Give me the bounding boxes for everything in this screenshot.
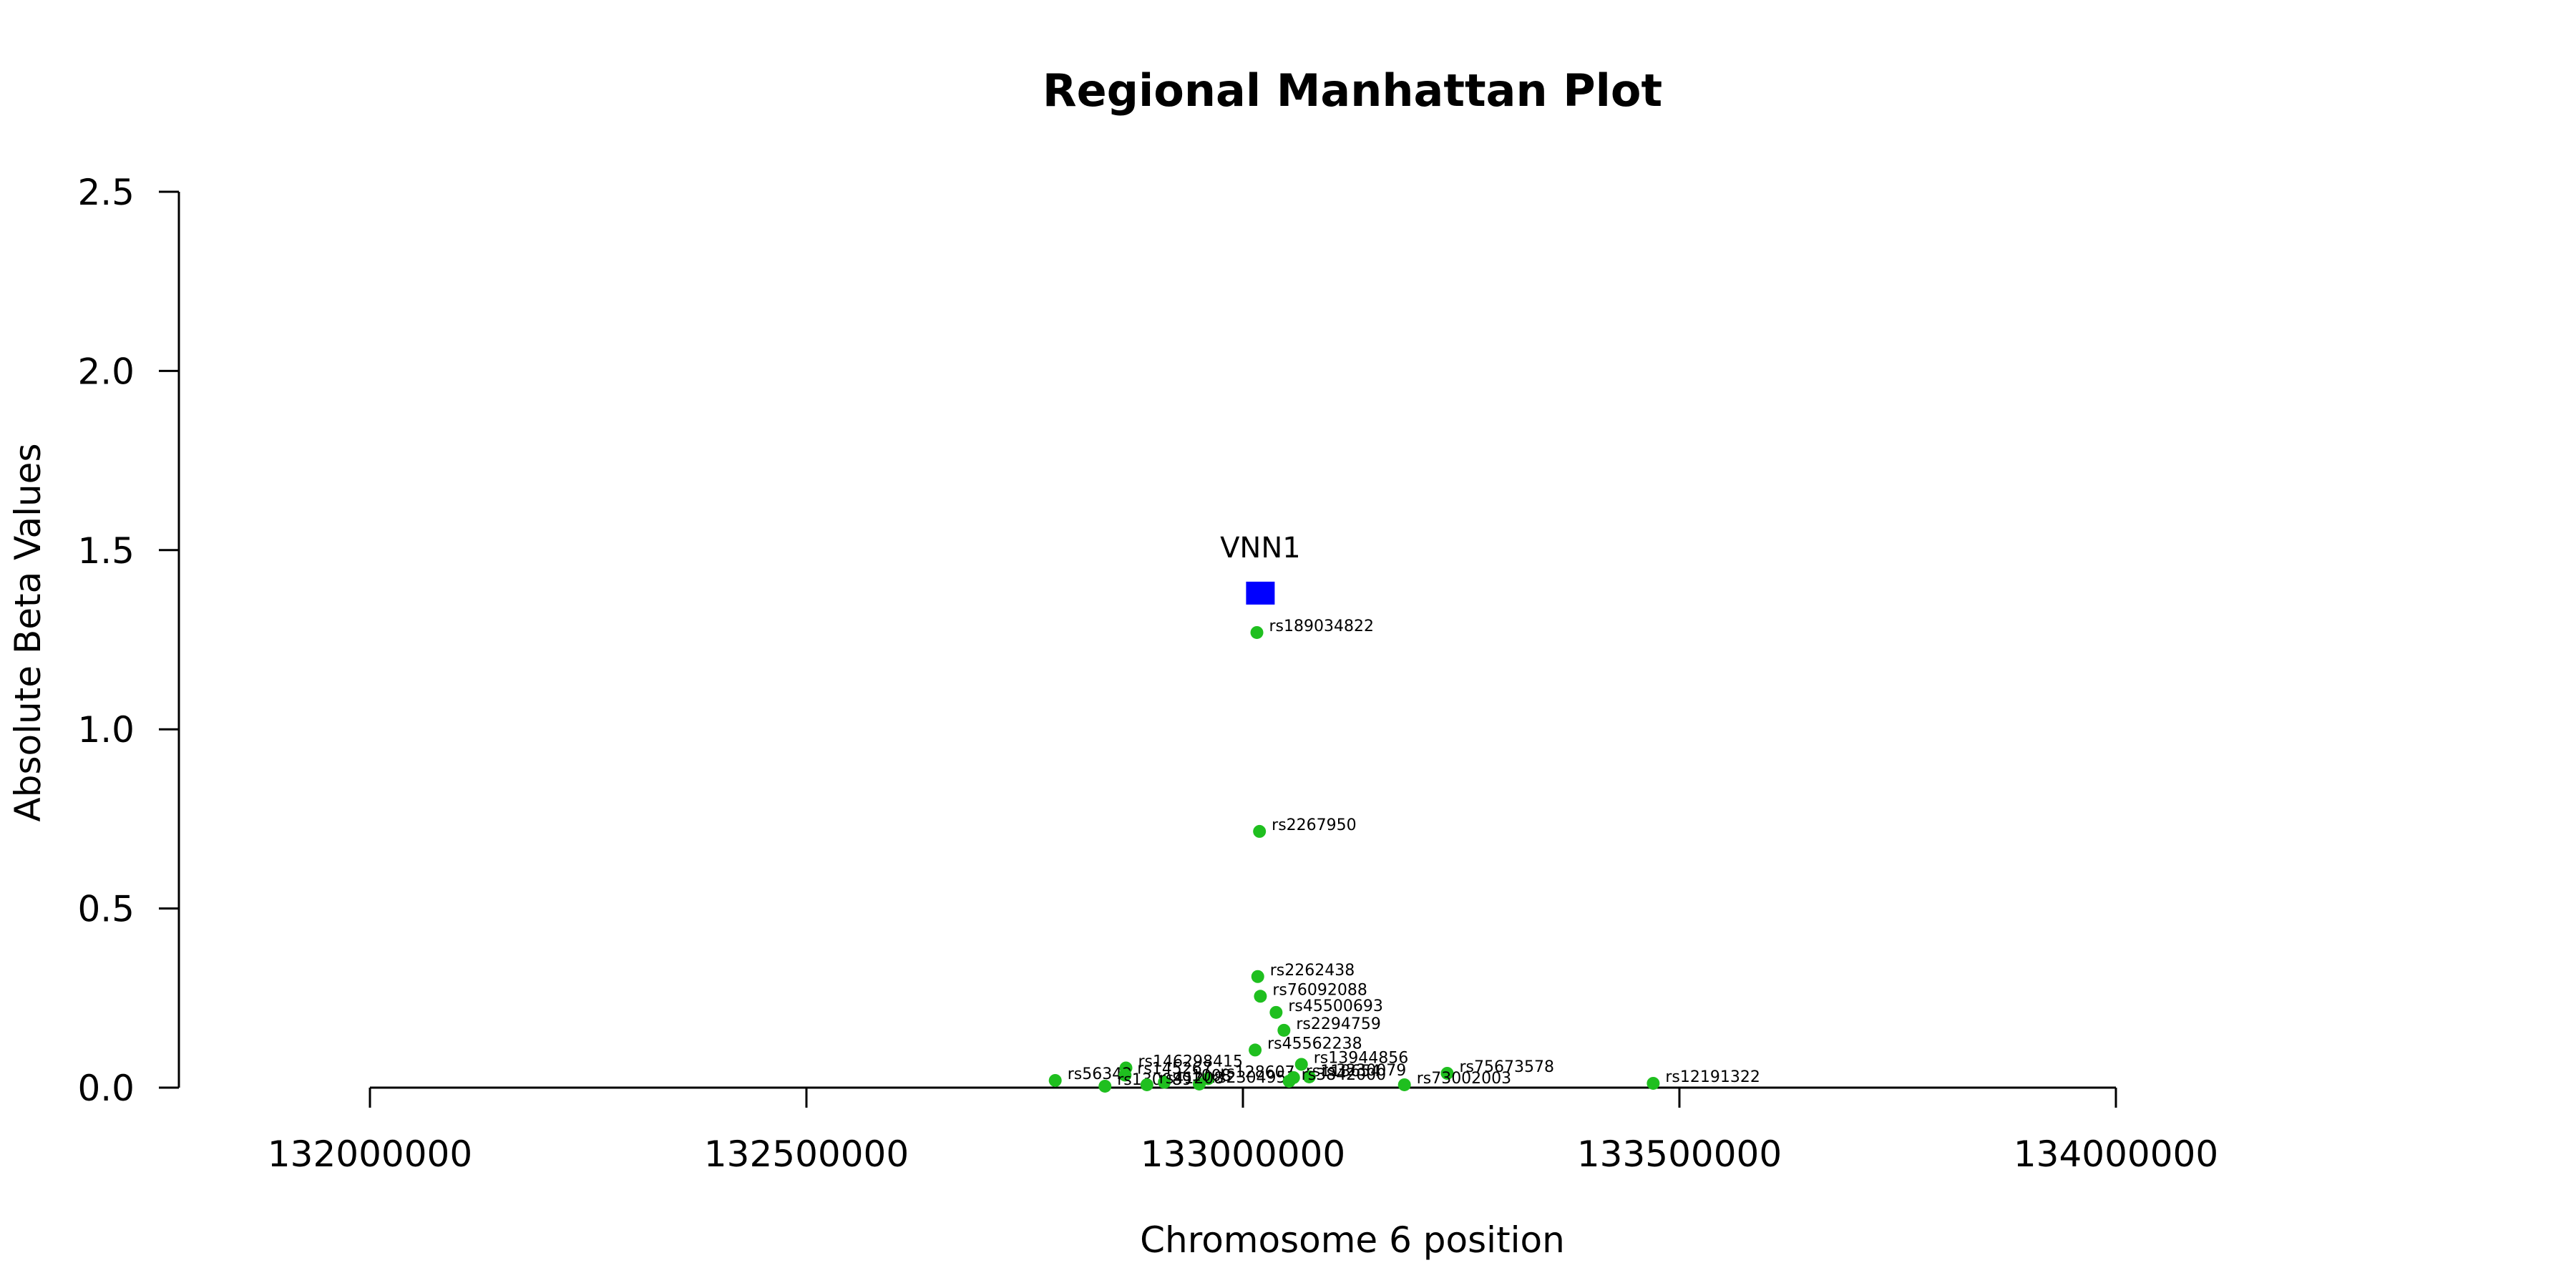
snp-point: [1253, 824, 1267, 838]
snp-label: rs3230079: [1322, 1062, 1407, 1080]
x-tick-label: 133500000: [1577, 1133, 1782, 1175]
snp-label: rs45562238: [1267, 1035, 1362, 1053]
snp-point: [1282, 1074, 1296, 1088]
snp-point: [1048, 1073, 1062, 1087]
snp-label: rs2267950: [1272, 816, 1357, 834]
x-axis: 132000000 132500000 133000000 133500000 1340…: [268, 1086, 2218, 1175]
snp-label: rs13944856: [1314, 1049, 1408, 1067]
snp-label: rs75673578: [1459, 1058, 1553, 1076]
y-tick-label: 2.5: [77, 172, 135, 213]
snp-point: [1302, 1070, 1316, 1083]
snp-point: [1646, 1076, 1660, 1090]
snp-point: [1201, 1072, 1215, 1085]
gene-label: VNN1: [1220, 532, 1301, 565]
snp-point: [1294, 1058, 1308, 1071]
snp-point: [1440, 1066, 1454, 1080]
gene-marker: [1246, 581, 1275, 605]
x-tick-label: 132500000: [704, 1133, 909, 1175]
snp-label: rs45500693: [1288, 997, 1382, 1015]
y-tick-label: 0.5: [77, 889, 135, 930]
snp-label: rs2262438: [1270, 962, 1355, 980]
snp-label: rs1008: [1176, 1067, 1231, 1085]
snp-point: [1098, 1079, 1112, 1093]
x-axis-label: Chromosome 6 position: [1140, 1219, 1565, 1261]
y-tick-label: 1.0: [77, 709, 135, 751]
chart-title: Regional Manhattan Plot: [1043, 64, 1662, 117]
y-axis-label: Absolute Beta Values: [7, 444, 49, 822]
gene-marker-group: VNN1: [1220, 532, 1301, 605]
snp-label: rs3842000: [1302, 1066, 1387, 1084]
snp-point: [1158, 1075, 1171, 1089]
snp-point: [1251, 970, 1264, 983]
snp-label: rs145267: [1137, 1060, 1212, 1078]
snp-label: rs41208: [1159, 1070, 1224, 1088]
snp-label: rs128607: [1220, 1063, 1295, 1081]
y-tick-label: 1.5: [77, 530, 135, 572]
y-axis: 0.0 0.5 1.0 1.5 2.0 2.5: [77, 172, 180, 1109]
snp-label: rs118654: [1306, 1063, 1381, 1080]
snp-points: rs189034822rs2267950rs2262438rs76092088r…: [1048, 618, 1760, 1093]
snp-point: [1249, 1043, 1262, 1057]
y-tick-label: 2.0: [77, 351, 135, 392]
snp-label: rs76092088: [1272, 981, 1367, 999]
x-tick-label: 132000000: [268, 1133, 472, 1175]
snp-point: [1397, 1078, 1411, 1091]
snp-label: rs146298415: [1138, 1053, 1243, 1070]
snp-point: [1269, 1005, 1283, 1019]
snp-point: [1254, 990, 1267, 1003]
x-tick-label: 133000000: [1141, 1133, 1345, 1175]
snp-point: [1140, 1078, 1153, 1091]
snp-label: rs12191322: [1665, 1068, 1760, 1086]
x-tick-label: 134000000: [2014, 1133, 2218, 1175]
snp-point: [1118, 1068, 1132, 1082]
snp-label: rs73002003: [1417, 1070, 1511, 1088]
snp-label: rs2304951: [1211, 1069, 1297, 1087]
snp-point: [1277, 1023, 1291, 1037]
snp-point: [1250, 625, 1264, 639]
y-tick-label: 0.0: [77, 1068, 135, 1109]
snp-label: rs2294759: [1296, 1015, 1381, 1033]
snp-label: rs189034822: [1269, 618, 1374, 635]
